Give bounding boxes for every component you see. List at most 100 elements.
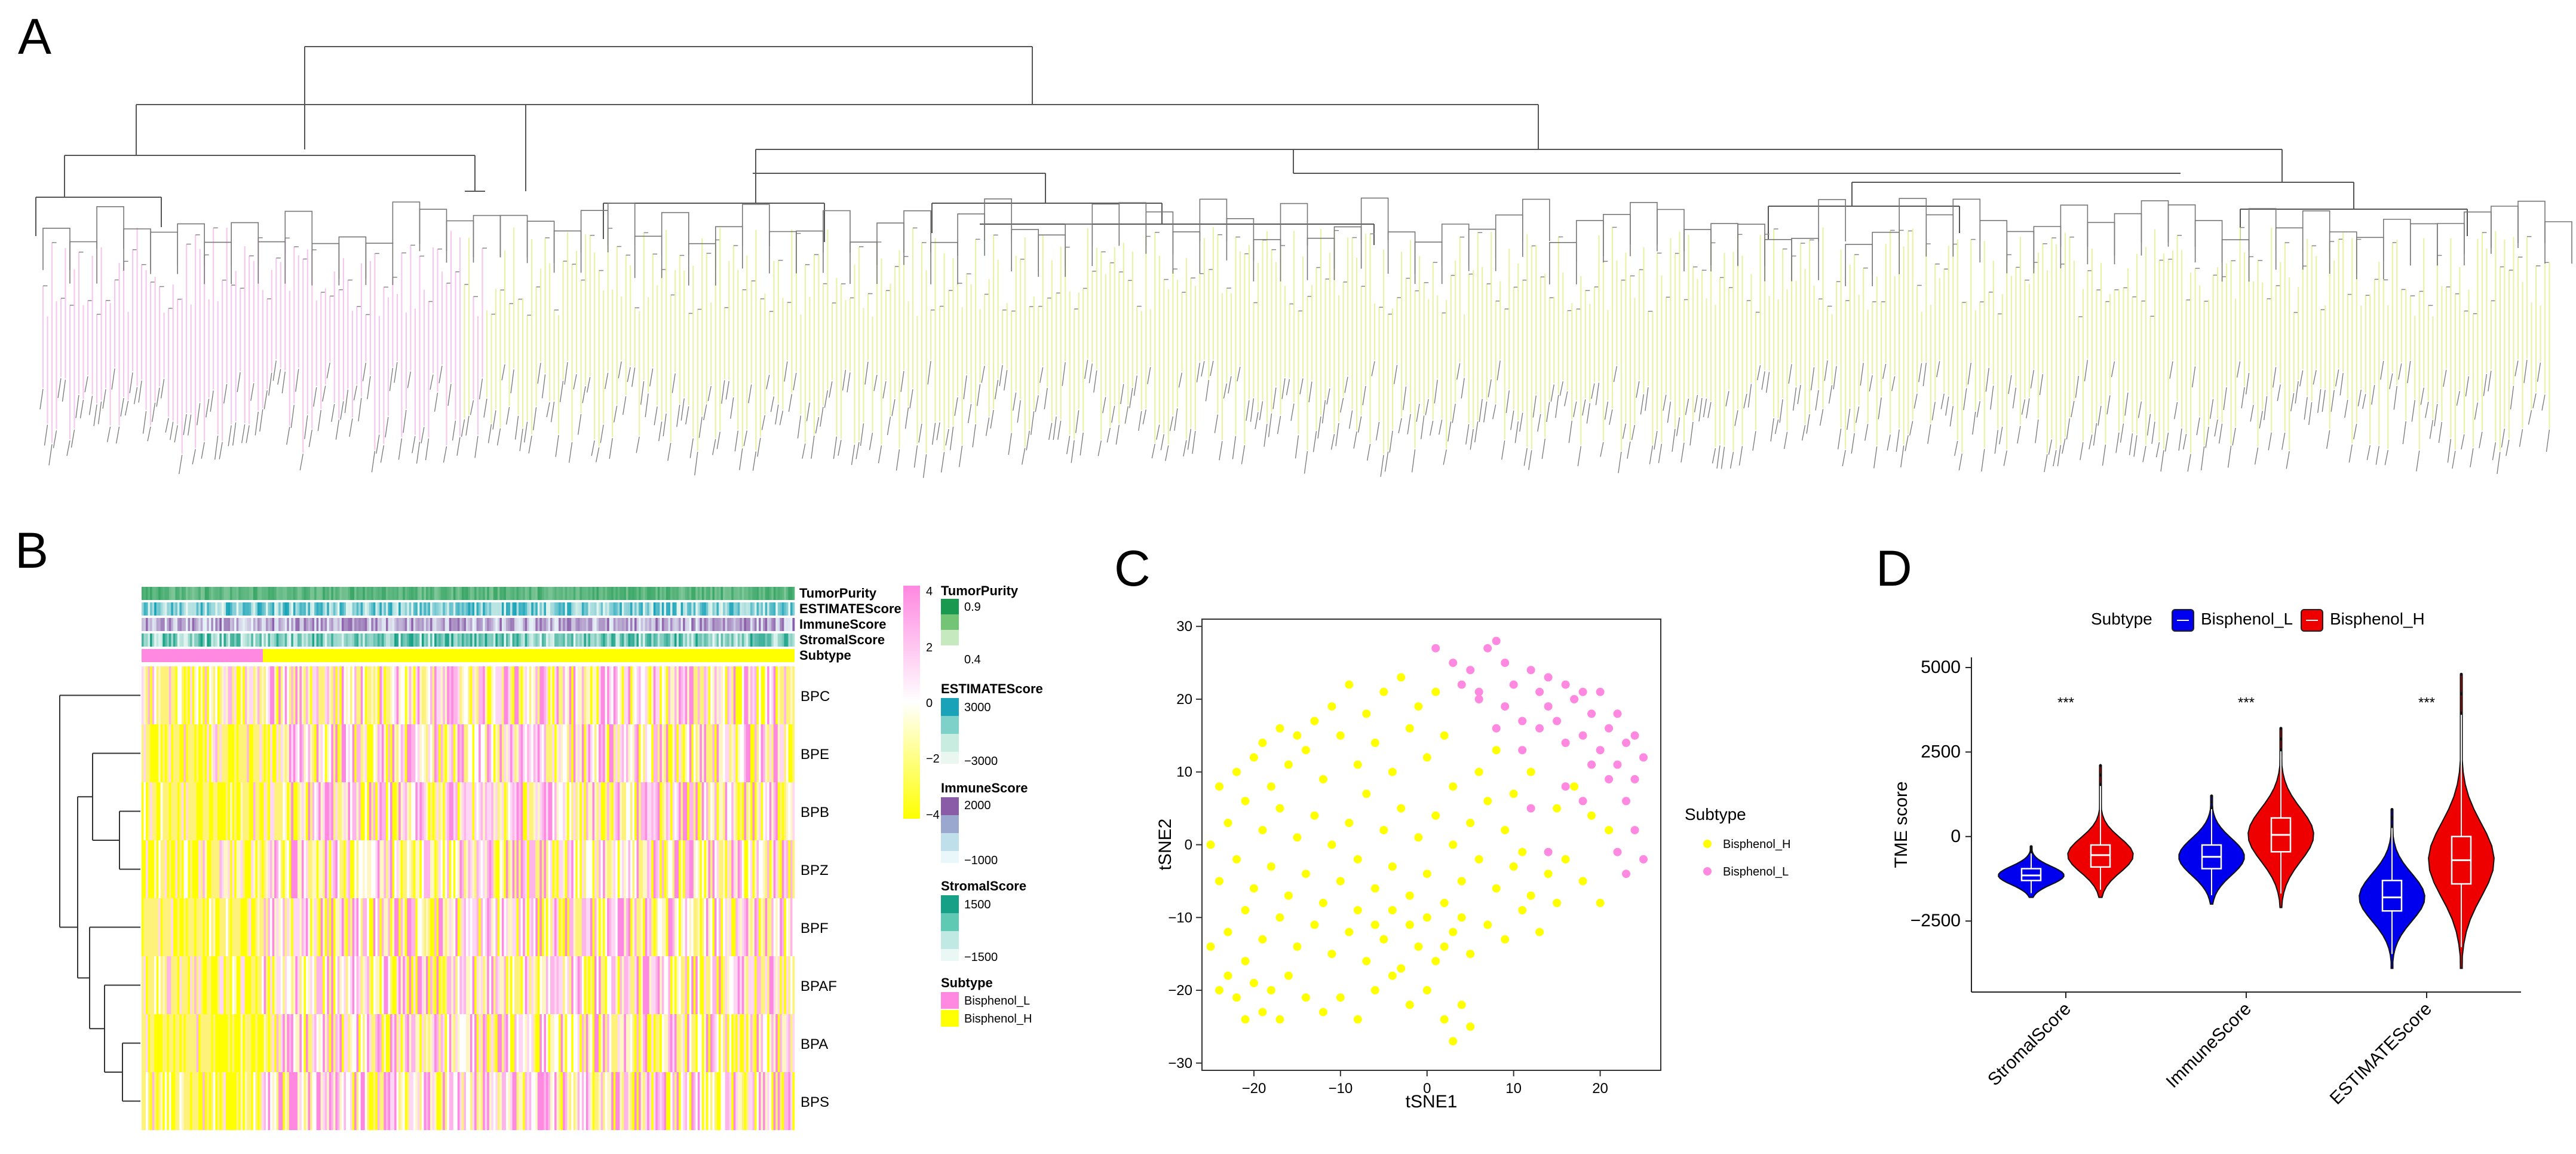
dendrogram-leaf-label-mark <box>2470 448 2474 467</box>
annotation-cell <box>146 602 148 616</box>
dendrogram-leaf-label-mark <box>2546 429 2550 452</box>
dendrogram-leaf-label-mark <box>268 372 272 396</box>
heatmap-cell <box>280 724 283 782</box>
heatmap-cell <box>697 666 700 724</box>
heatmap-cell <box>257 898 260 956</box>
annotation-cell <box>323 587 326 600</box>
dendrogram-leaf-label-mark <box>1277 415 1281 434</box>
annotation-cell <box>208 602 211 616</box>
annotation-cell <box>487 618 490 631</box>
heatmap-cell <box>167 1014 170 1072</box>
heatmap-cell <box>266 782 268 840</box>
heatmap-cell <box>516 898 519 956</box>
annotation-cell <box>505 587 508 600</box>
heatmap-cell <box>243 666 246 724</box>
heatmap-cell <box>308 782 311 840</box>
heatmap-cell <box>150 1014 152 1072</box>
heatmap-cell <box>183 956 186 1014</box>
dendrogram-leaf-label-mark <box>2187 454 2191 472</box>
annotation-cell <box>381 602 384 616</box>
annotation-cell <box>293 618 296 631</box>
annotation-cell <box>548 587 551 600</box>
annotation-cell <box>683 618 685 631</box>
dendrogram-leaf-label-mark <box>147 426 151 442</box>
dendrogram-leaf-label-mark <box>1528 450 1532 470</box>
heatmap-cell <box>455 1014 458 1072</box>
heatmap-cell <box>194 1014 197 1072</box>
heatmap-cell <box>413 840 416 898</box>
heatmap-cell <box>196 782 199 840</box>
heatmap-cell <box>741 840 744 898</box>
heatmap-cell <box>440 782 443 840</box>
heatmap-cell <box>773 840 776 898</box>
heatmap-cell <box>287 782 290 840</box>
heatmap-cell <box>472 898 475 956</box>
dendrogram-leaf-label-mark <box>519 428 523 451</box>
heatmap-cell <box>308 898 311 956</box>
heatmap-cell <box>403 666 406 724</box>
annotation-cell <box>651 633 654 647</box>
heatmap-cell <box>693 666 696 724</box>
annotation-cell <box>451 618 454 631</box>
dendrogram-leaf-label-mark <box>577 414 582 435</box>
heatmap-cell <box>672 782 675 840</box>
dendrogram-leaf-label-mark <box>1286 379 1290 396</box>
dendrogram-leaf-label-mark <box>694 452 698 476</box>
annotation-cell <box>373 633 376 647</box>
dendrogram-leaf-label-mark <box>1954 440 1958 456</box>
heatmap-cell <box>683 840 685 898</box>
heatmap-cell <box>775 666 778 724</box>
heatmap-cell <box>672 666 675 724</box>
annotation-cell <box>364 602 367 616</box>
annotation-cell <box>773 602 776 616</box>
heatmap-cell <box>512 724 515 782</box>
dendrogram-leaf-label-mark <box>1747 384 1752 408</box>
heatmap-cell <box>645 956 648 1014</box>
heatmap-cell <box>571 724 574 782</box>
annotation-cell <box>318 633 321 647</box>
annotation-cell <box>639 618 641 631</box>
heatmap-cell <box>358 1014 361 1072</box>
annotation-cell <box>653 587 656 600</box>
dendrogram-leaf-label-mark <box>66 440 70 456</box>
heatmap-cell <box>624 724 627 782</box>
heatmap-cell <box>537 666 540 724</box>
annotation-cell <box>430 618 433 631</box>
heatmap-cell <box>396 724 399 782</box>
dendrogram-leaf-label-mark <box>1246 400 1250 421</box>
annotation-cell <box>255 633 258 647</box>
heatmap-cell <box>628 840 631 898</box>
heatmap-cell <box>565 956 568 1014</box>
heatmap-cell <box>152 1072 155 1130</box>
annotation-cell <box>645 587 648 600</box>
heatmap-cell <box>259 956 262 1014</box>
heatmap-cell <box>238 666 241 724</box>
annotation-cell <box>537 618 540 631</box>
annotation-cell <box>535 587 538 600</box>
annotation-cell <box>158 587 161 600</box>
heatmap-cell <box>573 782 576 840</box>
heatmap-cell <box>388 840 391 898</box>
heatmap-cell <box>324 840 327 898</box>
annotation-cell <box>520 587 523 600</box>
annotation-cell <box>162 633 165 647</box>
dendrogram-leaf-label-mark <box>1326 388 1330 405</box>
heatmap-cell <box>476 666 479 724</box>
heatmap-cell <box>781 840 784 898</box>
heatmap-cell <box>727 782 729 840</box>
heatmap-cell <box>493 1014 496 1072</box>
heatmap-cell <box>404 1014 407 1072</box>
heatmap-cell <box>541 666 544 724</box>
annotation-cell <box>310 618 312 631</box>
heatmap-cell <box>552 956 555 1014</box>
heatmap-cell <box>737 956 740 1014</box>
heatmap-cell <box>771 840 774 898</box>
dendrogram-leaf-label-mark <box>1743 393 1747 409</box>
annotation-cell <box>628 633 631 647</box>
heatmap-cell <box>784 840 787 898</box>
dendrogram-leaf-label-mark <box>568 442 573 463</box>
dendrogram-leaf-label-mark <box>1430 420 1434 436</box>
annotation-cell <box>162 602 165 616</box>
heatmap-cell <box>333 840 336 898</box>
dendrogram-leaf-label-mark <box>842 369 847 391</box>
